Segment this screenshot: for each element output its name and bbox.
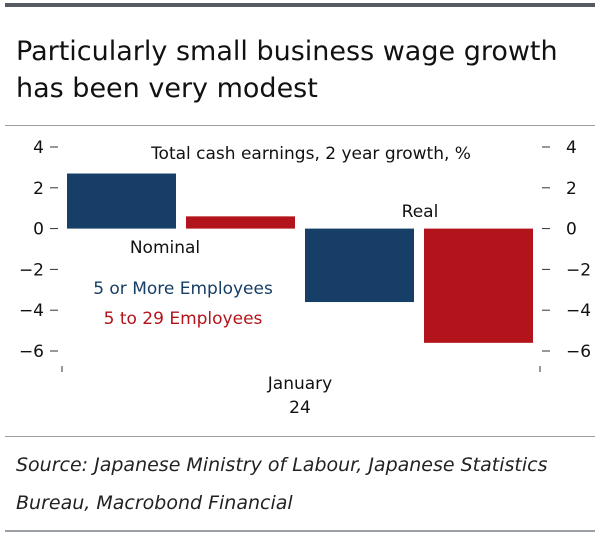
y-tick-label-right: −2 [566,260,591,280]
bottom-rule [5,530,595,532]
category-label-real: Real [402,202,439,222]
chart-subtitle: Total cash earnings, 2 year growth, % [150,144,471,164]
y-tick-label-right: −6 [566,342,591,362]
y-tick-label-left: 4 [33,138,44,158]
chart-divider [5,436,595,437]
y-tick-label-left: −4 [19,301,44,321]
x-axis-label-year: 24 [289,398,311,418]
legend-entry-5-or-more: 5 or More Employees [93,279,273,299]
bar-chart: 4 4 2 2 0 0 −2 −2 −4 −4 −6 −6 Total cash earnings, … [19,138,591,418]
y-tick-label-left: −2 [19,260,44,280]
top-rule [5,3,595,7]
source-note: Source: Japanese Ministry of Labour, Jap… [16,454,548,514]
y-tick-label-right: 0 [566,220,577,240]
x-axis-label-month: January [267,374,332,394]
category-label-nominal: Nominal [130,238,200,258]
bar-real-series-1 [424,228,533,343]
bar-nominal-series-1 [186,216,295,229]
y-tick-label-left: 2 [33,179,44,199]
y-tick-label-left: 0 [33,220,44,240]
bar-real-series-0 [305,228,414,303]
bar-nominal-series-0 [67,173,176,229]
y-tick-label-right: −4 [566,301,591,321]
chart-title: Particularly small business wage growth … [16,36,558,104]
y-tick-label-left: −6 [19,342,44,362]
title-divider [5,125,595,126]
legend-entry-5-to-29: 5 to 29 Employees [104,309,263,329]
y-tick-label-right: 2 [566,179,577,199]
y-tick-label-right: 4 [566,138,577,158]
